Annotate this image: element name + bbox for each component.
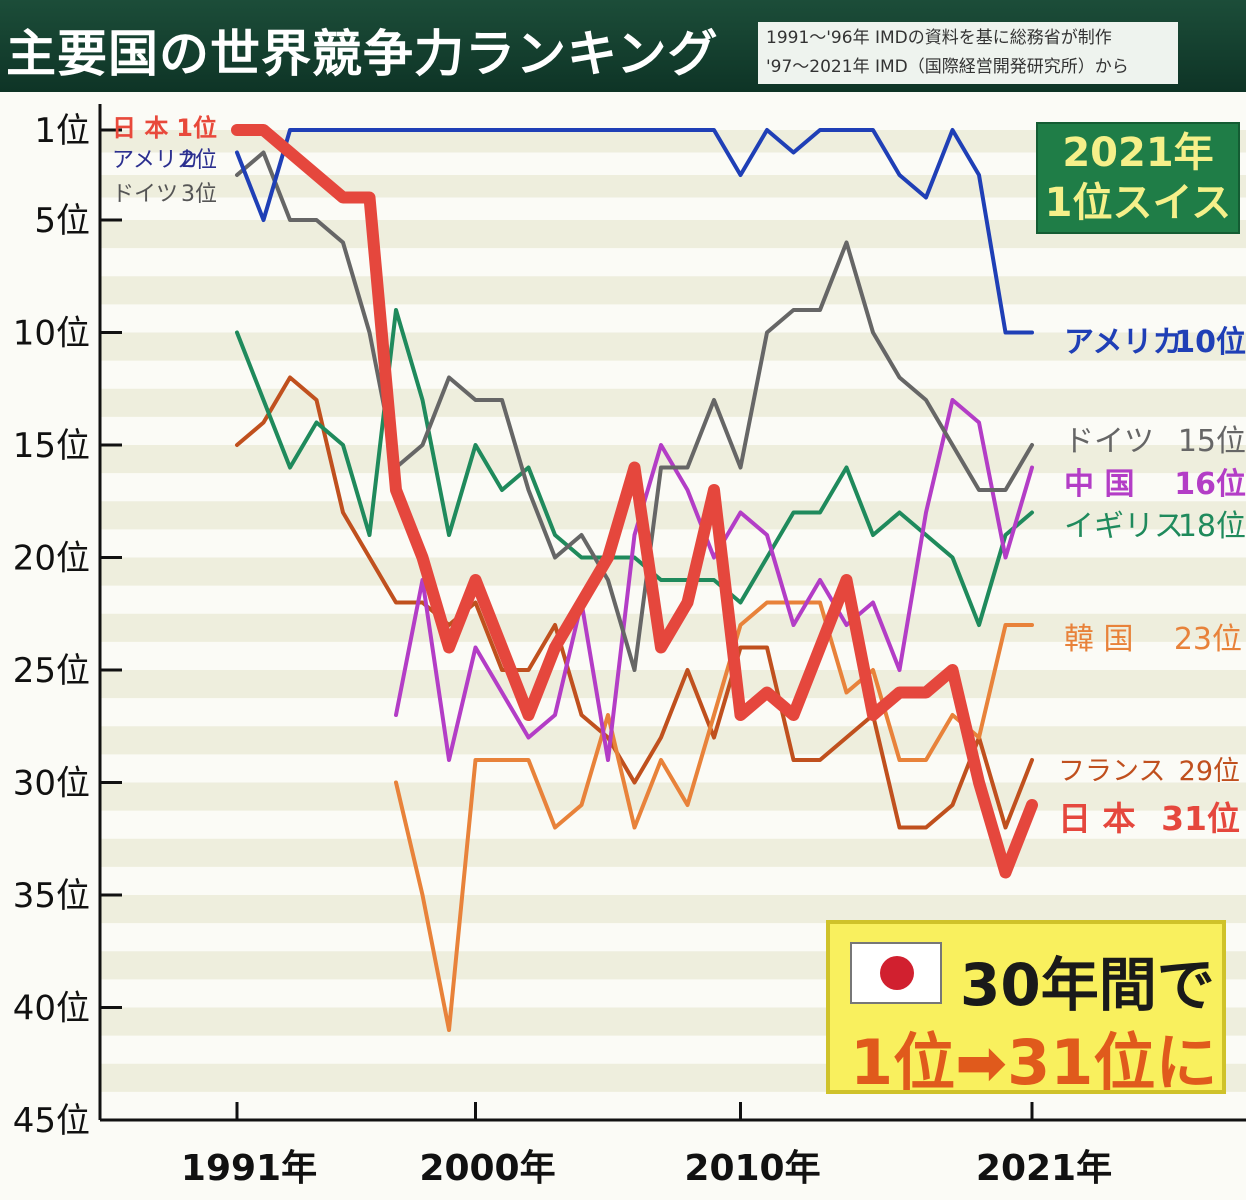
end-label-name: イギリス [1064,509,1184,544]
chart-title: 主要国の世界競争力ランキング [6,25,719,83]
y-tick-label: 40位 [13,989,90,1029]
japan-flag-icon [850,942,942,1004]
grid-band [100,175,1246,198]
end-label-rank: 10位 [1174,325,1246,360]
grid-band [100,501,1246,530]
series-line-韓国 [394,600,1034,1032]
end-label-name: 日 本 [1058,799,1136,838]
grid-band [100,895,1246,924]
end-label-name: 中 国 [1064,467,1134,502]
start-legend-name: 日 本 [112,114,168,142]
end-label-rank: 16位 [1174,467,1246,502]
grid-band [100,388,1246,417]
end-label-name: 韓 国 [1064,622,1134,657]
grid-band [100,838,1246,867]
start-legend-name: ドイツ [112,182,178,207]
start-legend-rank: 1位 [176,114,217,142]
y-tick-label: 10位 [13,314,90,354]
end-label-rank: 23位 [1174,622,1242,657]
source-line-2: '97～2021年 IMD（国際経営開発研究所）から [766,57,1129,77]
grid-band [100,670,1246,699]
start-legend-rank: 2位 [181,148,217,173]
grid-band [100,332,1246,361]
x-tick-label: 2021年 [976,1148,1112,1189]
series-line-ドイツ [235,150,1034,672]
grid-band [100,726,1246,755]
y-tick-label: 30位 [13,764,90,804]
summary-callout: 30年間で 1位➡31位に [826,920,1226,1099]
y-tick-label: 5位 [34,201,90,241]
source-line-1: 1991～'96年 IMDの資料を基に総務省が制作 [766,28,1112,48]
x-tick-label: 2010年 [684,1148,820,1189]
end-label-rank: 29位 [1179,756,1240,787]
y-tick-label: 1位 [34,111,90,151]
end-label-rank: 31位 [1161,799,1240,838]
y-tick-label: 15位 [13,426,90,466]
header-bar: 主要国の世界競争力ランキング 1991～'96年 IMDの資料を基に総務省が制作… [0,0,1246,92]
end-label-rank: 15位 [1178,424,1246,459]
series-line-アメリカ [235,128,1034,335]
callout-line2: 1位➡31位に [850,1026,1218,1099]
end-label-name: ドイツ [1064,424,1154,459]
y-tick-label: 25位 [13,651,90,691]
end-label-name: フランス [1058,756,1165,787]
end-label-rank: 18位 [1178,509,1246,544]
source-note: 1991～'96年 IMDの資料を基に総務省が制作 '97～2021年 IMD（… [758,22,1178,84]
winner-badge-line2: 1位スイス [1044,180,1232,226]
start-legend-rank: 3位 [181,182,217,207]
winner-badge: 2021年 1位スイス [1036,122,1240,234]
y-tick-label: 20位 [13,539,90,579]
grid-band [100,276,1246,305]
series-line-イギリス [235,308,1034,627]
winner-badge-line1: 2021年 [1062,130,1214,176]
x-tick-label: 2000年 [419,1148,555,1189]
callout-line1: 30年間で [960,951,1215,1019]
y-tick-label: 35位 [13,876,90,916]
y-tick-label: 45位 [13,1101,90,1141]
series-line-日本 [231,124,1038,879]
end-label-name: アメリカ [1064,325,1183,360]
x-tick-label: 1991年 [181,1148,317,1189]
series-line-中国 [394,398,1034,762]
series-line-フランス [235,375,1034,830]
start-legend-name: アメリカ [112,148,199,173]
grid-band [100,130,1246,153]
grid-band [100,782,1246,811]
